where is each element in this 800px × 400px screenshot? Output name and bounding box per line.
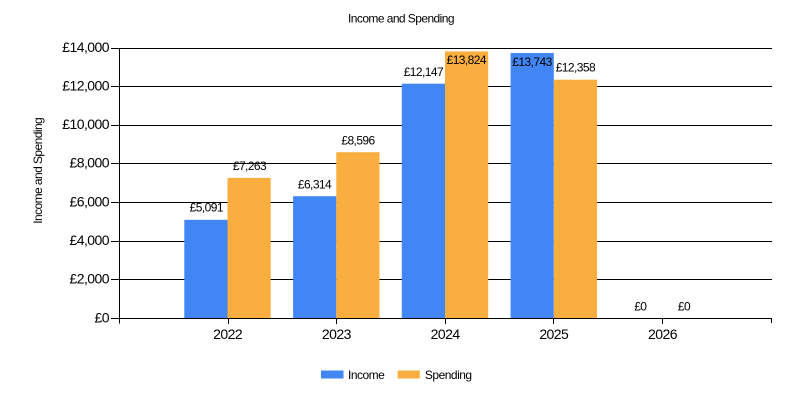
- svg-text:£7,263: £7,263: [233, 159, 267, 173]
- svg-text:£13,743: £13,743: [512, 55, 552, 69]
- svg-text:£12,000: £12,000: [62, 78, 110, 94]
- svg-text:2023: 2023: [322, 326, 352, 342]
- svg-text:£6,000: £6,000: [69, 193, 109, 209]
- svg-text:£10,000: £10,000: [62, 116, 110, 132]
- svg-text:2026: 2026: [648, 326, 678, 342]
- svg-text:2025: 2025: [539, 326, 569, 342]
- svg-text:£5,091: £5,091: [190, 200, 224, 214]
- svg-text:Income and Spending: Income and Spending: [31, 118, 45, 224]
- svg-text:£4,000: £4,000: [69, 232, 109, 248]
- svg-text:£8,000: £8,000: [69, 155, 109, 171]
- svg-text:Income: Income: [348, 368, 385, 382]
- svg-text:£14,000: £14,000: [62, 39, 110, 55]
- svg-text:£0: £0: [634, 299, 647, 313]
- svg-text:£6,314: £6,314: [298, 178, 332, 192]
- svg-text:Spending: Spending: [425, 368, 472, 382]
- svg-text:2022: 2022: [213, 326, 243, 342]
- svg-text:£13,824: £13,824: [447, 53, 487, 67]
- svg-text:£8,596: £8,596: [341, 134, 375, 148]
- svg-text:2024: 2024: [431, 326, 461, 342]
- svg-text:£2,000: £2,000: [69, 271, 109, 287]
- svg-text:£12,358: £12,358: [556, 61, 596, 75]
- svg-text:£12,147: £12,147: [404, 65, 444, 79]
- svg-text:£0: £0: [95, 309, 110, 325]
- svg-text:£0: £0: [678, 299, 691, 313]
- svg-text:Income and Spending: Income and Spending: [348, 12, 454, 26]
